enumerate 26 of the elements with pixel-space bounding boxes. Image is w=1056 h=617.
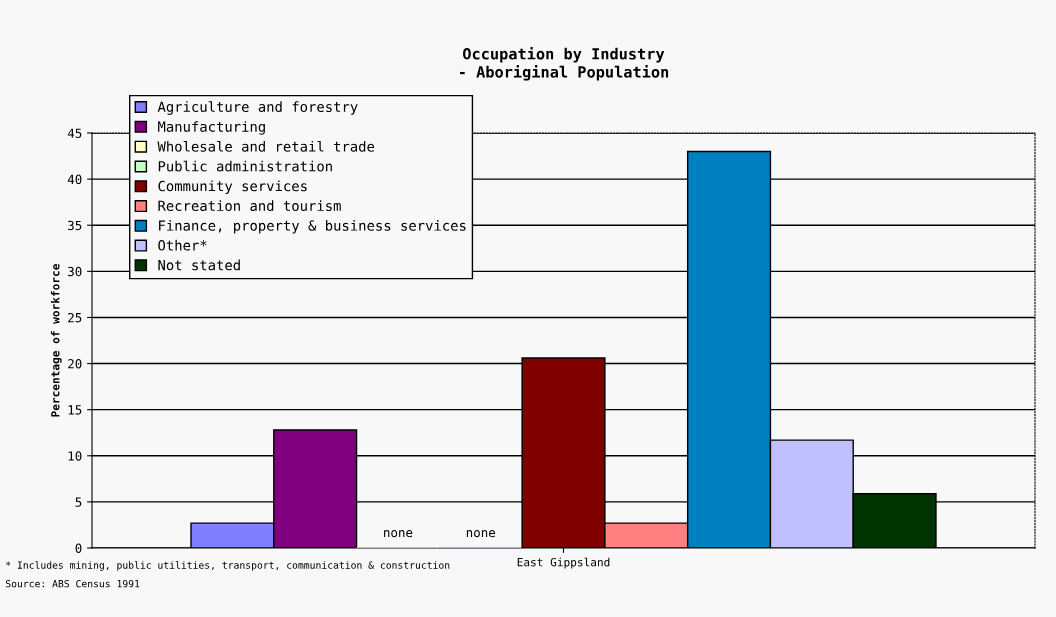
legend-label: Wholesale and retail trade: [157, 140, 375, 152]
y-tick-label: 45: [67, 128, 82, 138]
y-tick-label: 40: [67, 174, 82, 185]
y-tick-label: 0: [75, 543, 82, 553]
x-tick-label: East Gippsland: [517, 557, 610, 569]
text: * Includes mining, public utilities, transport, communication & construction: [6, 561, 450, 571]
y-tick-label: 5: [75, 497, 82, 507]
legend-label: Recreation and tourism: [158, 200, 341, 212]
legend-label: Other*: [158, 239, 207, 251]
y-tick-label: 25: [68, 312, 82, 323]
legend-label: Finance, property & business services: [159, 220, 466, 234]
y-tick-label: 20: [68, 359, 82, 369]
y-tick-label: 10: [68, 451, 82, 461]
legend-label: Community services: [158, 180, 307, 194]
source-note: Source: ABS Census 1991: [5, 580, 140, 588]
legend-label: Manufacturing: [158, 121, 265, 135]
legend-label: Agriculture and forestry: [157, 101, 358, 115]
y-axis-title: Percentage of workforce: [50, 264, 62, 417]
y-tick-label: 15: [68, 405, 82, 415]
data-label: none: [466, 530, 496, 538]
data-label: none: [384, 530, 413, 538]
legend-label: Not stated: [158, 259, 240, 271]
chart-title: Occupation by Industry - Aboriginal Population: [459, 46, 669, 81]
legend-label: Public administration: [158, 160, 332, 172]
y-tick-label: 35: [68, 220, 82, 231]
y-tick-label: 30: [68, 266, 82, 277]
